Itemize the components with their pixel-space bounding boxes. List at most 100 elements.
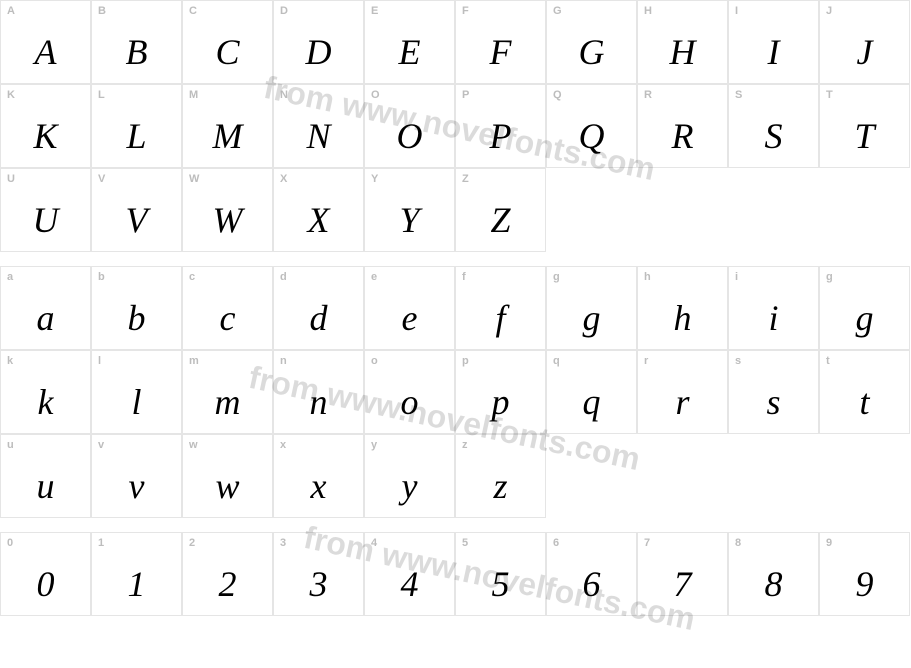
cell-glyph: w bbox=[183, 465, 272, 507]
glyph-cell: gg bbox=[819, 266, 910, 350]
cell-label: r bbox=[644, 355, 648, 367]
glyph-cell: yy bbox=[364, 434, 455, 518]
glyph-cell: VV bbox=[91, 168, 182, 252]
glyph-cell: oo bbox=[364, 350, 455, 434]
cell-glyph: A bbox=[1, 31, 90, 73]
glyph-grid: AABBCCDDEEFFGGHHIIJJKKLLMMNNOOPPQQRRSSTT… bbox=[0, 0, 911, 616]
cell-glyph: x bbox=[274, 465, 363, 507]
cell-glyph: c bbox=[183, 297, 272, 339]
glyph-cell: AA bbox=[0, 0, 91, 84]
glyph-cell: tt bbox=[819, 350, 910, 434]
glyph-cell: 66 bbox=[546, 532, 637, 616]
cell-label: 0 bbox=[7, 537, 13, 549]
cell-label: h bbox=[644, 271, 651, 283]
glyph-cell: qq bbox=[546, 350, 637, 434]
cell-glyph: 6 bbox=[547, 563, 636, 605]
cell-glyph: d bbox=[274, 297, 363, 339]
cell-label: L bbox=[98, 89, 105, 101]
cell-label: t bbox=[826, 355, 830, 367]
glyph-cell: WW bbox=[182, 168, 273, 252]
glyph-cell: hh bbox=[637, 266, 728, 350]
cell-glyph: v bbox=[92, 465, 181, 507]
cell-glyph: O bbox=[365, 115, 454, 157]
cell-glyph: 2 bbox=[183, 563, 272, 605]
glyph-cell: EE bbox=[364, 0, 455, 84]
cell-glyph: s bbox=[729, 381, 818, 423]
cell-glyph: z bbox=[456, 465, 545, 507]
cell-glyph: 8 bbox=[729, 563, 818, 605]
cell-glyph: V bbox=[92, 199, 181, 241]
glyph-cell: OO bbox=[364, 84, 455, 168]
cell-label: b bbox=[98, 271, 105, 283]
cell-label: l bbox=[98, 355, 101, 367]
cell-label: 6 bbox=[553, 537, 559, 549]
glyph-cell: PP bbox=[455, 84, 546, 168]
cell-glyph: Q bbox=[547, 115, 636, 157]
cell-glyph: X bbox=[274, 199, 363, 241]
cell-label: n bbox=[280, 355, 287, 367]
cell-label: O bbox=[371, 89, 380, 101]
cell-label: s bbox=[735, 355, 741, 367]
cell-label: X bbox=[280, 173, 287, 185]
cell-label: 3 bbox=[280, 537, 286, 549]
glyph-cell: NN bbox=[273, 84, 364, 168]
cell-label: H bbox=[644, 5, 652, 17]
cell-glyph: Z bbox=[456, 199, 545, 241]
cell-label: 2 bbox=[189, 537, 195, 549]
cell-glyph: 3 bbox=[274, 563, 363, 605]
cell-label: T bbox=[826, 89, 833, 101]
glyph-row: UUVVWWXXYYZZ bbox=[0, 168, 911, 252]
cell-glyph: g bbox=[547, 297, 636, 339]
glyph-cell: aa bbox=[0, 266, 91, 350]
glyph-row: kkllmmnnooppqqrrsstt bbox=[0, 350, 911, 434]
cell-label: J bbox=[826, 5, 832, 17]
glyph-cell: vv bbox=[91, 434, 182, 518]
cell-glyph: W bbox=[183, 199, 272, 241]
glyph-cell: cc bbox=[182, 266, 273, 350]
glyph-cell: rr bbox=[637, 350, 728, 434]
cell-label: f bbox=[462, 271, 466, 283]
glyph-cell: BB bbox=[91, 0, 182, 84]
glyph-cell: bb bbox=[91, 266, 182, 350]
cell-label: i bbox=[735, 271, 738, 283]
cell-glyph: y bbox=[365, 465, 454, 507]
cell-label: m bbox=[189, 355, 199, 367]
cell-glyph: L bbox=[92, 115, 181, 157]
cell-label: W bbox=[189, 173, 199, 185]
glyph-cell: 11 bbox=[91, 532, 182, 616]
cell-glyph: g bbox=[820, 297, 909, 339]
cell-glyph: k bbox=[1, 381, 90, 423]
glyph-cell: uu bbox=[0, 434, 91, 518]
glyph-cell: ii bbox=[728, 266, 819, 350]
cell-label: y bbox=[371, 439, 377, 451]
glyph-cell: II bbox=[728, 0, 819, 84]
cell-label: B bbox=[98, 5, 106, 17]
cell-label: G bbox=[553, 5, 562, 17]
cell-label: 1 bbox=[98, 537, 104, 549]
cell-glyph: B bbox=[92, 31, 181, 73]
cell-glyph: 7 bbox=[638, 563, 727, 605]
cell-label: e bbox=[371, 271, 377, 283]
cell-label: U bbox=[7, 173, 15, 185]
glyph-cell: KK bbox=[0, 84, 91, 168]
cell-label: o bbox=[371, 355, 378, 367]
cell-label: v bbox=[98, 439, 104, 451]
glyph-cell: FF bbox=[455, 0, 546, 84]
cell-glyph: e bbox=[365, 297, 454, 339]
cell-glyph: Y bbox=[365, 199, 454, 241]
cell-label: S bbox=[735, 89, 742, 101]
cell-glyph: a bbox=[1, 297, 90, 339]
cell-glyph: K bbox=[1, 115, 90, 157]
glyph-cell: nn bbox=[273, 350, 364, 434]
cell-label: D bbox=[280, 5, 288, 17]
cell-label: M bbox=[189, 89, 198, 101]
font-chart-container: AABBCCDDEEFFGGHHIIJJKKLLMMNNOOPPQQRRSSTT… bbox=[0, 0, 911, 616]
cell-label: F bbox=[462, 5, 469, 17]
glyph-cell: mm bbox=[182, 350, 273, 434]
cell-glyph: J bbox=[820, 31, 909, 73]
glyph-cell: 22 bbox=[182, 532, 273, 616]
cell-label: Y bbox=[371, 173, 378, 185]
cell-glyph: D bbox=[274, 31, 363, 73]
cell-glyph: r bbox=[638, 381, 727, 423]
cell-glyph: I bbox=[729, 31, 818, 73]
